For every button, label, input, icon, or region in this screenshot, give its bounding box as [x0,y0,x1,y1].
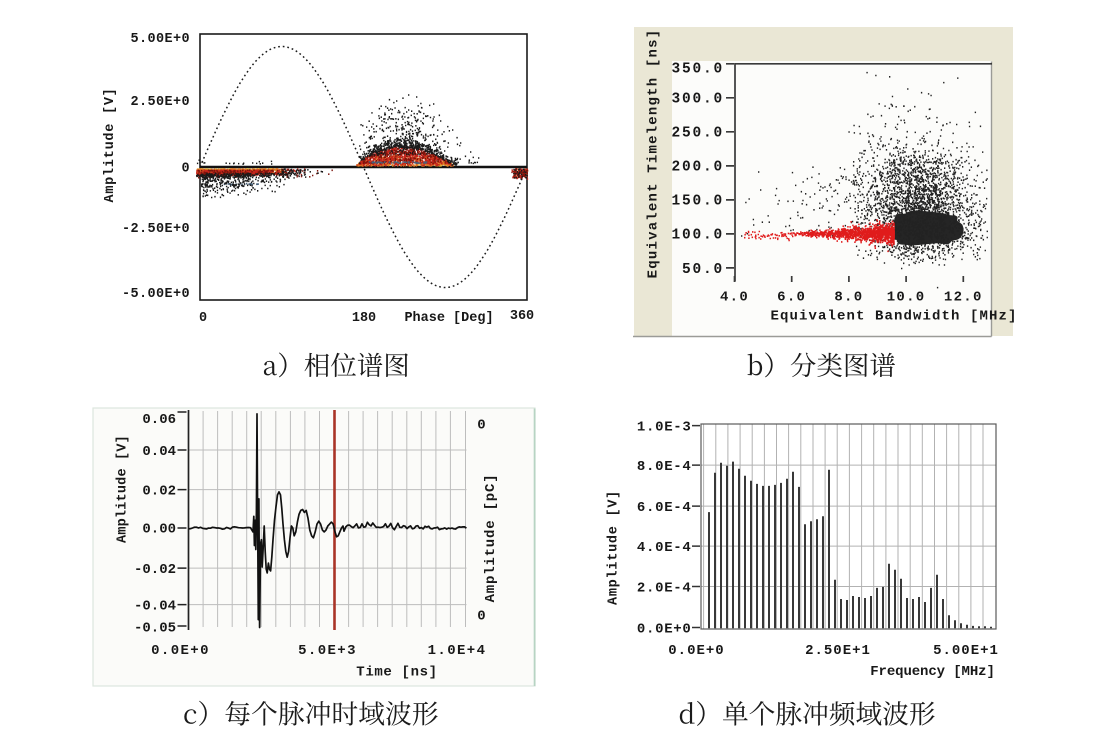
svg-text:2.50E+1: 2.50E+1 [805,643,871,659]
svg-text:-0.04: -0.04 [134,598,176,614]
svg-text:10.0: 10.0 [887,290,926,306]
svg-text:0.0E+0: 0.0E+0 [151,643,210,659]
svg-text:150.0: 150.0 [671,194,724,210]
svg-text:2.0E-4: 2.0E-4 [637,580,692,596]
svg-text:Time [ns]: Time [ns] [356,665,437,681]
svg-text:Amplitude [V]: Amplitude [V] [103,87,118,202]
svg-text:0: 0 [477,417,485,433]
svg-text:Frequency [MHz]: Frequency [MHz] [870,664,995,680]
svg-text:5.00E+0: 5.00E+0 [130,32,190,47]
svg-text:8.0: 8.0 [834,290,863,306]
svg-text:5.00E+1: 5.00E+1 [933,643,999,659]
svg-text:0.02: 0.02 [142,483,176,499]
svg-text:Amplitude [V]: Amplitude [V] [606,490,621,605]
svg-text:1.0E-3: 1.0E-3 [637,419,692,435]
svg-text:Amplitude [V]: Amplitude [V] [115,435,130,543]
svg-text:4.0E-4: 4.0E-4 [637,540,692,556]
svg-text:300.0: 300.0 [671,92,724,108]
svg-text:0.04: 0.04 [142,444,176,460]
svg-text:0.06: 0.06 [142,412,176,428]
svg-text:Equivalent Timelength [ns]: Equivalent Timelength [ns] [646,29,662,279]
svg-text:0.00: 0.00 [142,521,176,537]
svg-text:-0.05: -0.05 [134,621,176,637]
svg-text:0.0E+0: 0.0E+0 [668,643,724,659]
svg-text:200.0: 200.0 [671,160,724,176]
svg-text:8.0E-4: 8.0E-4 [637,459,692,475]
svg-text:350.0: 350.0 [671,61,724,77]
svg-text:0: 0 [181,161,190,176]
svg-text:250.0: 250.0 [671,126,724,142]
svg-text:100.0: 100.0 [671,228,724,244]
svg-text:-2.50E+0: -2.50E+0 [122,222,190,237]
svg-text:6.0E-4: 6.0E-4 [637,500,692,516]
svg-text:360: 360 [510,309,534,324]
svg-text:12.0: 12.0 [944,290,983,306]
svg-text:0: 0 [199,311,207,326]
svg-text:-0.02: -0.02 [134,562,176,578]
svg-text:Phase [Deg]: Phase [Deg] [404,311,493,326]
svg-text:Amplitude [pC]: Amplitude [pC] [483,474,499,603]
svg-text:180: 180 [352,311,376,326]
svg-text:4.0: 4.0 [720,290,749,306]
svg-text:5.0E+3: 5.0E+3 [298,643,357,659]
svg-text:0.0E+0: 0.0E+0 [637,621,692,637]
svg-text:Equivalent Bandwidth [MHz]: Equivalent Bandwidth [MHz] [770,309,1017,325]
svg-text:-5.00E+0: -5.00E+0 [122,287,190,302]
svg-text:1.0E+4: 1.0E+4 [428,643,487,659]
svg-text:50.0: 50.0 [682,262,724,278]
svg-text:0: 0 [477,608,485,624]
svg-text:6.0: 6.0 [777,290,806,306]
svg-text:2.50E+0: 2.50E+0 [130,95,190,110]
